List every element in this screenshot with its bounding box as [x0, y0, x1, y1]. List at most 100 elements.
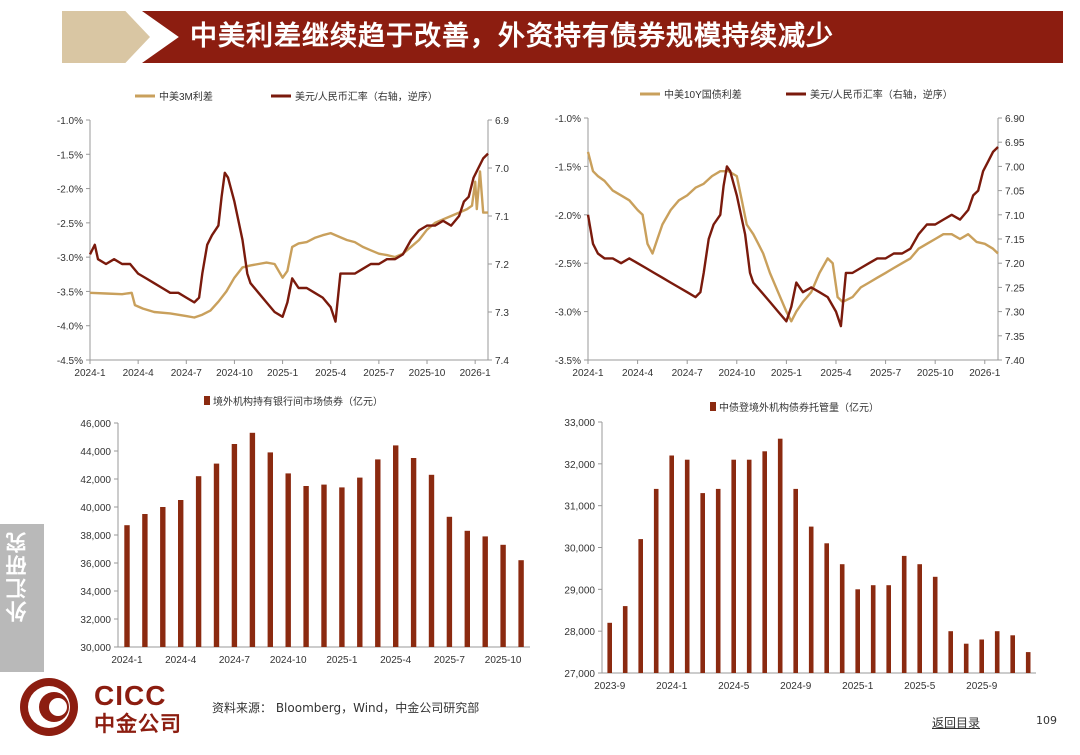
logo-text-en: CICC [94, 680, 167, 711]
series-spread-line [89, 170, 488, 319]
bar [1010, 635, 1015, 673]
x-tick-label: 2025-7 [870, 368, 902, 379]
x-tick-label: 2025-1 [771, 368, 803, 379]
y-tick-label-right: 7.30 [1005, 308, 1025, 319]
y-tick-label-left: -3.5% [555, 356, 581, 367]
y-tick-label: 40,000 [80, 503, 111, 514]
y-tick-label: 31,000 [564, 502, 595, 513]
y-tick-label-right: 6.95 [1005, 138, 1025, 149]
x-tick-label: 2026-1 [969, 368, 1001, 379]
bar [870, 585, 876, 673]
x-tick-label: 2023-9 [594, 681, 626, 690]
y-tick-label-right: 7.15 [1005, 235, 1025, 246]
y-tick-label-right: 7.1 [495, 212, 509, 223]
x-tick-label: 2025-5 [904, 681, 936, 690]
x-tick-label: 2024-4 [123, 368, 155, 379]
page-title: 中美利差继续趋于改善，外资持有债券规模持续减少 [190, 21, 834, 52]
logo-text-cn: 中金公司 [94, 712, 182, 736]
bar [303, 486, 309, 647]
x-tick-label: 2024-1 [572, 368, 604, 379]
bar [410, 458, 417, 647]
bar [357, 477, 363, 647]
x-tick-label: 2025-1 [326, 655, 358, 666]
series-spread-line [586, 151, 999, 323]
x-tick-label: 2025-9 [966, 681, 998, 690]
y-tick-label-right: 7.4 [495, 356, 509, 367]
x-tick-label: 2024-10 [216, 368, 253, 379]
bar [994, 631, 1000, 673]
legend: 境外机构持有银行间市场债券（亿元） [204, 395, 383, 408]
x-tick-label: 2025-10 [917, 368, 954, 379]
side-tab [0, 524, 44, 672]
series-usdcny-line [88, 152, 489, 323]
cicc-logo-icon [20, 678, 78, 736]
bar [684, 459, 690, 673]
legend: 中美3M利差 美元/人民币汇率（右轴，逆序） [135, 90, 438, 103]
legend-label-fx: 美元/人民币汇率（右轴，逆序） [295, 90, 438, 103]
y-tick-label-left: -1.0% [57, 116, 83, 127]
legend-label-fx: 美元/人民币汇率（右轴，逆序） [810, 88, 953, 101]
title-banner-chevron [62, 11, 150, 63]
bar [124, 525, 130, 647]
bar [777, 438, 783, 673]
bar [948, 631, 953, 673]
bar [669, 455, 674, 673]
y-tick-label: 44,000 [80, 447, 111, 458]
y-tick-label: 38,000 [80, 531, 111, 542]
x-tick-label: 2025-7 [434, 655, 466, 666]
bar [762, 451, 767, 673]
bar [1025, 652, 1031, 673]
bar [622, 606, 628, 673]
bar [249, 432, 256, 647]
y-tick-label-right: 7.2 [495, 260, 509, 271]
y-tick-label-left: -4.0% [57, 322, 83, 333]
bar [142, 514, 148, 647]
bar [638, 539, 643, 673]
x-tick-label: 2024-7 [219, 655, 251, 666]
bar [653, 488, 659, 673]
legend-label-spread: 中美3M利差 [159, 90, 213, 103]
x-tick-label: 2024-7 [672, 368, 704, 379]
y-tick-label: 34,000 [80, 587, 111, 598]
chart-foreign-interbank-bonds: 境外机构持有银行间市场债券（亿元） 46,000 44,000 42,000 40,0… [80, 395, 530, 666]
y-tick-label-right: 6.90 [1005, 114, 1025, 125]
series-usdcny-line [586, 146, 999, 328]
x-tick-label: 2024-7 [171, 368, 203, 379]
legend-swatch-bar [204, 396, 210, 405]
y-tick-label-right: 7.05 [1005, 187, 1025, 198]
bar [886, 585, 891, 673]
bar [178, 500, 184, 647]
chart-ccdc-foreign-custody: 中债登境外机构债券托管量（亿元） 33,000 32,000 31,000 30,00… [564, 401, 1036, 690]
bar [793, 488, 798, 673]
x-tick-label: 2024-1 [656, 681, 688, 690]
y-tick-label-left: -3.0% [555, 308, 581, 319]
x-tick-label: 2025-4 [820, 368, 852, 379]
y-tick-label: 32,000 [80, 615, 111, 626]
y-tick-label-right: 7.3 [495, 308, 509, 319]
x-tick-label: 2024-4 [165, 655, 197, 666]
y-tick-label: 30,000 [80, 643, 111, 654]
x-tick-label: 2025-10 [409, 368, 446, 379]
y-tick-label: 42,000 [80, 475, 111, 486]
bar [339, 487, 345, 647]
x-tick-label: 2024-9 [780, 681, 812, 690]
chart-3m-spread-vs-usdcny: 中美3M利差 美元/人民币汇率（右轴，逆序） -1.0% -1.5% -2.0% -2… [57, 90, 509, 379]
bar [321, 484, 327, 647]
back-to-contents-link[interactable]: 返回目录 [932, 716, 981, 730]
y-tick-label-left: -1.5% [57, 150, 83, 161]
legend-swatch-bar [710, 402, 716, 411]
y-tick-label: 36,000 [80, 559, 111, 570]
x-tick-label: 2025-4 [380, 655, 412, 666]
y-tick-label-left: -2.0% [57, 185, 83, 196]
bar [464, 530, 470, 647]
bar [285, 473, 291, 647]
x-tick-label: 2026-1 [460, 368, 492, 379]
legend-label-bar: 中债登境外机构债券托管量（亿元） [719, 401, 879, 414]
bar [839, 564, 845, 673]
bar [267, 452, 273, 647]
chart-10y-spread-vs-usdcny: 中美10Y国债利差 美元/人民币汇率（右轴，逆序） -1.0% -1.5% -2.0… [555, 88, 1025, 379]
y-tick-label-left: -4.5% [57, 356, 83, 367]
y-tick-label: 32,000 [564, 460, 595, 471]
y-tick-label-right: 6.9 [495, 116, 509, 127]
y-tick-label-left: -3.0% [57, 253, 83, 264]
